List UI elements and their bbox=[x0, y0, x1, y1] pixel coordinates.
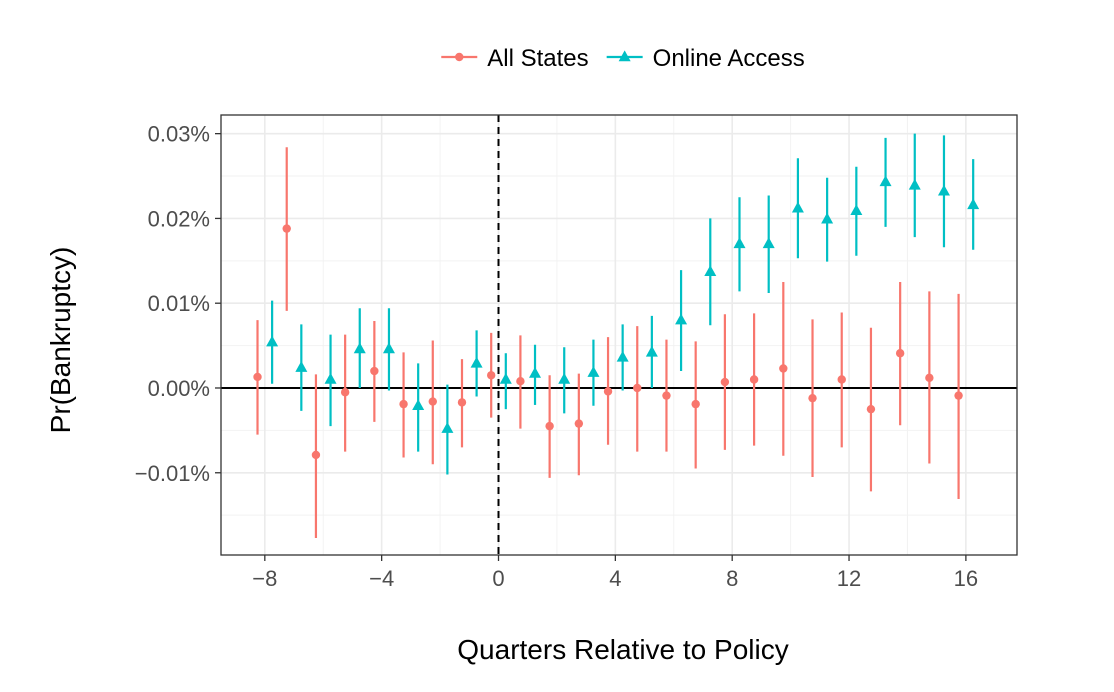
data-point bbox=[340, 388, 350, 397]
data-point bbox=[791, 201, 804, 213]
data-point bbox=[808, 393, 817, 403]
data-point bbox=[457, 398, 467, 407]
data-point bbox=[749, 375, 759, 384]
data-point bbox=[574, 419, 584, 428]
legend-key-marker bbox=[618, 50, 631, 62]
y-axis-title: Pr(Bankruptcy) bbox=[45, 247, 76, 434]
data-point bbox=[850, 204, 863, 215]
data-point bbox=[499, 372, 512, 384]
legend-label: All States bbox=[487, 45, 588, 72]
data-point bbox=[779, 364, 788, 373]
data-point bbox=[545, 421, 554, 431]
data-point bbox=[282, 224, 291, 233]
y-tick-label: 0.01% bbox=[148, 291, 210, 316]
grid-minor bbox=[221, 115, 1017, 555]
y-axis: −0.01% 0.00% 0.01% 0.02% 0.03% bbox=[135, 122, 221, 486]
x-tick-label: −4 bbox=[369, 566, 394, 591]
data-point bbox=[428, 397, 437, 406]
data-point bbox=[866, 404, 876, 414]
data-point bbox=[470, 356, 483, 368]
series-1 bbox=[253, 147, 963, 539]
data-point bbox=[967, 198, 980, 210]
x-tick-label: 0 bbox=[492, 566, 504, 591]
y-tick-label: 0.03% bbox=[148, 122, 210, 147]
data-point bbox=[295, 361, 308, 372]
legend: All States Online Access bbox=[441, 45, 805, 72]
data-point bbox=[837, 375, 846, 384]
data-point bbox=[603, 387, 613, 396]
legend-label: Online Access bbox=[653, 45, 805, 72]
data-point bbox=[529, 366, 542, 378]
data-point bbox=[324, 372, 337, 384]
data-point bbox=[662, 391, 671, 400]
data-point bbox=[937, 184, 950, 196]
data-point bbox=[266, 335, 279, 347]
y-tick-label: 0.02% bbox=[148, 206, 210, 231]
data-point bbox=[879, 175, 892, 187]
x-axis: −8 −4 0 4 8 12 16 bbox=[252, 555, 978, 591]
data-point bbox=[762, 237, 775, 249]
data-point bbox=[353, 342, 366, 354]
data-point bbox=[587, 366, 600, 377]
x-tick-label: 16 bbox=[954, 566, 978, 591]
data-point bbox=[370, 366, 379, 376]
data-point bbox=[954, 391, 963, 400]
data-point bbox=[821, 212, 834, 224]
data-point bbox=[720, 377, 730, 387]
data-point bbox=[925, 373, 934, 383]
plot-border bbox=[220, 114, 1018, 556]
data-point bbox=[253, 372, 262, 382]
data-point bbox=[616, 350, 629, 362]
series-2 bbox=[266, 133, 980, 475]
x-tick-label: −8 bbox=[252, 566, 277, 591]
data-point bbox=[675, 313, 688, 325]
data-point bbox=[633, 383, 642, 393]
data-point bbox=[895, 349, 905, 358]
x-tick-label: 4 bbox=[609, 566, 621, 591]
data-point bbox=[311, 450, 321, 460]
series-layer bbox=[253, 133, 980, 539]
x-tick-label: 8 bbox=[726, 566, 738, 591]
data-point bbox=[412, 399, 425, 410]
data-point bbox=[382, 342, 395, 354]
legend-key-marker bbox=[455, 52, 464, 62]
data-point bbox=[908, 178, 921, 190]
data-point bbox=[558, 372, 571, 384]
x-axis-title: Quarters Relative to Policy bbox=[457, 634, 788, 665]
data-point bbox=[691, 399, 700, 409]
data-point bbox=[487, 371, 496, 380]
reference-lines bbox=[221, 115, 1017, 555]
data-point bbox=[516, 377, 525, 386]
y-tick-label: 0.00% bbox=[148, 376, 210, 401]
data-point bbox=[441, 422, 454, 433]
data-point bbox=[399, 399, 408, 409]
y-tick-label: −0.01% bbox=[135, 461, 210, 486]
x-tick-label: 12 bbox=[837, 566, 861, 591]
data-point bbox=[645, 345, 658, 357]
plot-panel bbox=[221, 115, 1017, 555]
data-point bbox=[733, 237, 746, 249]
data-point bbox=[704, 265, 717, 277]
